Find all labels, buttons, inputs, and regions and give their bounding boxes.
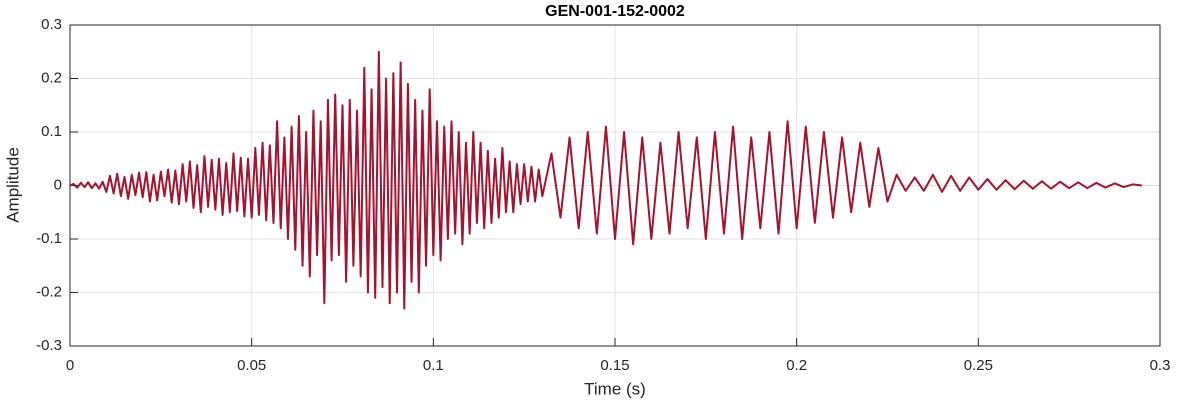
x-tick-label: 0.3 xyxy=(1150,357,1171,374)
y-axis-label: Amplitude xyxy=(3,147,22,223)
y-tick-label: -0.1 xyxy=(36,230,62,247)
axes-box xyxy=(69,24,1161,347)
x-tick-label: 0.05 xyxy=(237,357,266,374)
y-tick-label: -0.3 xyxy=(36,337,62,354)
y-tick-label: -0.2 xyxy=(36,283,62,300)
x-tick-label: 0.1 xyxy=(423,357,444,374)
x-tick-label: 0.2 xyxy=(786,357,807,374)
x-tick-label: 0.15 xyxy=(600,357,629,374)
y-tick-label: 0.2 xyxy=(41,69,62,86)
y-tick-label: 0.1 xyxy=(41,123,62,140)
y-tick-label: 0 xyxy=(54,176,62,193)
chart-title: GEN-001-152-0002 xyxy=(545,3,685,20)
x-tick-label: 0.25 xyxy=(964,357,993,374)
y-tick-label: 0.3 xyxy=(41,16,62,33)
waveform-line xyxy=(69,50,1142,310)
x-tick-label: 0 xyxy=(66,357,74,374)
x-axis-label: Time (s) xyxy=(584,379,646,398)
